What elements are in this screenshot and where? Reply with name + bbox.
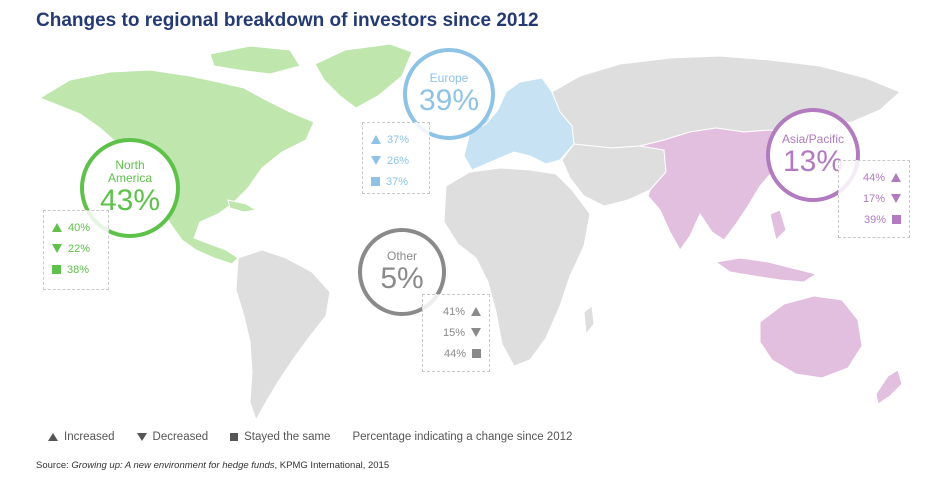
region-name: Other [386,248,417,263]
stat-decreased: 15% [431,322,481,343]
asia-pacific-bubble: Asia/Pacific 13% [766,108,860,202]
increase-triangle-icon [891,173,901,182]
region-name: North [115,158,145,172]
stat-same: 44% [431,343,481,364]
same-square-icon [892,215,901,224]
legend-decreased: Decreased [136,431,208,443]
legend: Increased Decreased Stayed the same Perc… [48,431,594,443]
region-percent: 5% [380,261,424,295]
stat-same: 38% [52,259,100,280]
legend-same: Stayed the same [230,431,330,443]
australia [759,295,863,379]
decrease-triangle-icon [371,156,381,165]
europe-stats: 37% 26% 37% [362,122,430,194]
stat-decreased: 17% [847,188,901,209]
north-america-stats: 40% 22% 38% [43,210,109,290]
chart-title: Changes to regional breakdown of investo… [36,10,539,31]
decrease-triangle-icon [891,194,901,203]
indonesia [714,257,818,283]
decrease-triangle-icon [52,244,62,253]
same-square-icon [230,433,239,441]
stat-decreased: 26% [371,150,421,171]
same-square-icon [472,349,481,358]
middle-east [561,143,667,207]
caribbean [227,199,258,213]
region-percent: 13% [782,144,844,178]
region-name: Europe [429,70,469,85]
madagascar [583,305,595,336]
region-name: America [107,171,152,185]
decrease-triangle-icon [136,433,147,441]
stat-same: 39% [847,209,901,230]
new-zealand [875,369,903,405]
source-note: Source: Growing up: A new environment fo… [36,460,390,471]
same-square-icon [371,177,380,186]
asia-pacific-stats: 44% 17% 39% [838,160,910,238]
stat-increased: 44% [847,167,901,188]
asia-pacific-land [639,127,797,251]
south-america [235,249,331,422]
other-stats: 41% 15% 44% [422,294,490,372]
stat-decreased: 22% [52,238,100,259]
region-percent: 39% [418,83,480,117]
greenland [314,43,413,109]
stat-same: 37% [371,171,421,192]
increase-triangle-icon [52,223,62,232]
philippines [769,209,787,241]
increase-triangle-icon [471,307,481,316]
stat-increased: 40% [52,217,100,238]
legend-note: Percentage indicating a change since 201… [352,431,573,443]
same-square-icon [52,265,61,274]
legend-increased: Increased [48,431,115,443]
region-name: Asia/Pacific [781,131,845,146]
africa [443,167,591,367]
stat-increased: 41% [431,301,481,322]
increase-triangle-icon [371,135,381,144]
arctic-islands [209,45,301,75]
stat-increased: 37% [371,129,421,150]
increase-triangle-icon [48,433,58,441]
region-percent: 43% [99,184,161,217]
decrease-triangle-icon [471,328,481,337]
